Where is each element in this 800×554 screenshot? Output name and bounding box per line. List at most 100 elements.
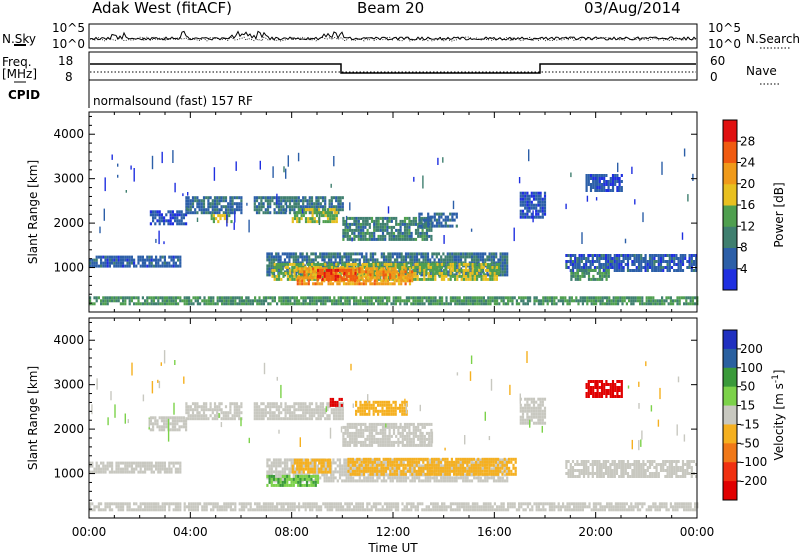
velocity-echo-cell bbox=[229, 405, 232, 409]
power-echo-cell bbox=[332, 261, 335, 265]
power-echo-cell bbox=[582, 263, 586, 266]
velocity-echo-cell bbox=[343, 470, 346, 474]
power-echo-cell bbox=[227, 302, 230, 306]
power-echo-cell bbox=[384, 273, 387, 277]
power-echo-cell bbox=[618, 263, 621, 266]
power-echo-cell bbox=[176, 216, 179, 220]
power-echo-cell bbox=[293, 214, 297, 218]
power-echo-cell bbox=[562, 299, 565, 303]
velocity-echo-cell bbox=[266, 411, 270, 415]
power-echo-cell bbox=[160, 216, 163, 220]
power-echo-cell bbox=[410, 296, 413, 300]
velocity-echo-cell bbox=[229, 417, 232, 421]
power-echo-cell bbox=[541, 209, 544, 213]
velocity-echo-cell bbox=[319, 402, 322, 406]
power-echo-cell bbox=[543, 206, 547, 210]
power-echo-cell bbox=[465, 296, 468, 300]
power-echo-cell bbox=[607, 266, 610, 269]
power-echo-cell bbox=[455, 258, 458, 262]
power-echo-cell bbox=[219, 217, 222, 221]
power-echo-cell bbox=[91, 258, 94, 262]
power-echo-cell bbox=[358, 279, 361, 283]
power-echo-cell bbox=[359, 296, 362, 300]
power-echo-cell bbox=[399, 237, 402, 241]
power-echo-cell bbox=[618, 177, 621, 180]
power-echo-cell bbox=[445, 299, 448, 303]
power-echo-cell bbox=[200, 211, 203, 215]
power-echo-cell bbox=[382, 273, 385, 277]
power-echo-cell bbox=[373, 276, 376, 280]
power-echo-cell bbox=[104, 302, 107, 306]
power-echo-cell bbox=[620, 263, 623, 266]
power-echo-cell bbox=[522, 302, 525, 306]
power-echo-cell bbox=[526, 209, 529, 213]
power-echo-streak bbox=[532, 210, 534, 223]
power-echo-streak bbox=[117, 163, 119, 167]
velocity-echo-cell bbox=[378, 473, 381, 477]
power-echo-cell bbox=[375, 270, 379, 274]
power-echo-cell bbox=[499, 267, 502, 271]
velocity-echo-cell bbox=[174, 425, 177, 429]
power-echo-cell bbox=[569, 257, 572, 260]
power-echo-cell bbox=[260, 202, 263, 206]
power-echo-cell bbox=[334, 271, 337, 275]
power-echo-cell bbox=[575, 296, 578, 300]
velocity-echo-cell bbox=[446, 479, 449, 483]
power-echo-streak bbox=[422, 175, 424, 189]
power-echo-cell bbox=[673, 254, 676, 257]
power-echo-cell bbox=[334, 277, 337, 281]
power-echo-cell bbox=[633, 254, 636, 257]
power-echo-cell bbox=[622, 257, 625, 260]
power-echo-cell bbox=[462, 252, 465, 256]
velocity-echo-cell bbox=[324, 417, 327, 421]
power-echo-cell bbox=[377, 237, 380, 241]
power-echo-cell bbox=[207, 205, 210, 209]
power-echo-cell bbox=[128, 261, 131, 265]
power-echo-cell bbox=[223, 299, 226, 303]
power-echo-cell bbox=[544, 299, 547, 303]
freq-tick-low: 8 bbox=[65, 70, 73, 84]
power-echo-cell bbox=[405, 299, 408, 303]
power-echo-cell bbox=[302, 296, 305, 300]
power-echo-cell bbox=[446, 215, 450, 219]
power-echo-cell bbox=[598, 177, 601, 180]
power-echo-cell bbox=[293, 199, 296, 203]
power-echo-cell bbox=[278, 274, 281, 278]
power-echo-cell bbox=[530, 212, 533, 216]
power-echo-cell bbox=[207, 299, 210, 303]
velocity-echo-cell bbox=[332, 470, 335, 474]
power-echo-cell bbox=[159, 258, 162, 262]
power-echo-cell bbox=[291, 199, 294, 203]
power-echo-cell bbox=[235, 196, 239, 200]
power-echo-cell bbox=[282, 211, 285, 215]
velocity-echo-cell bbox=[167, 416, 170, 420]
power-echo-cell bbox=[158, 219, 161, 223]
velocity-echo-cell bbox=[196, 417, 199, 421]
velocity-echo-cell bbox=[152, 422, 155, 426]
power-echo-cell bbox=[502, 296, 505, 300]
power-echo-cell bbox=[543, 212, 547, 216]
power-echo-cell bbox=[122, 296, 125, 300]
power-echo-cell bbox=[413, 258, 416, 262]
freq-frame bbox=[88, 51, 698, 81]
velocity-echo-cell bbox=[288, 458, 291, 462]
power-echo-cell bbox=[277, 258, 280, 262]
power-echo-cell bbox=[611, 189, 615, 192]
power-echo-cell bbox=[301, 282, 304, 286]
power-echo-cell bbox=[115, 296, 118, 300]
power-echo-cell bbox=[291, 208, 294, 212]
power-echo-cell bbox=[622, 266, 625, 269]
power-echo-cell bbox=[333, 217, 336, 221]
velocity-echo-cell bbox=[431, 476, 434, 480]
power-echo-cell bbox=[198, 205, 201, 209]
power-echo-cell bbox=[331, 220, 334, 224]
power-echo-cell bbox=[362, 216, 365, 220]
velocity-echo-cell bbox=[409, 473, 412, 477]
power-echo-cell bbox=[293, 296, 296, 300]
power-echo-cell bbox=[621, 299, 624, 303]
power-echo-cell bbox=[615, 260, 619, 263]
power-echo-streak bbox=[297, 152, 300, 162]
velocity-echo-cell bbox=[468, 464, 471, 468]
power-echo-cell bbox=[202, 196, 206, 200]
power-echo-cell bbox=[600, 186, 604, 189]
